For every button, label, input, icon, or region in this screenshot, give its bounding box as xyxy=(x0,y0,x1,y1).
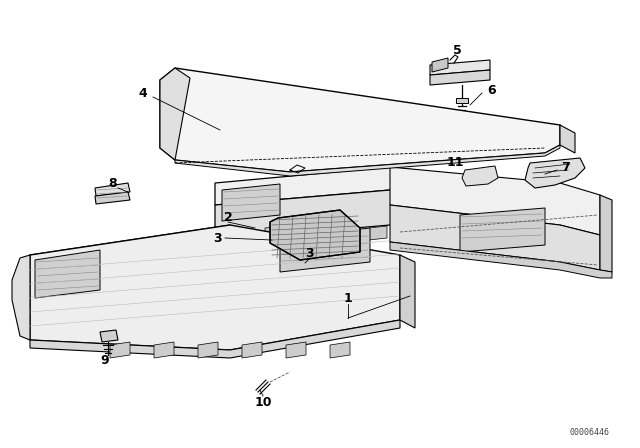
Polygon shape xyxy=(198,342,218,358)
Polygon shape xyxy=(600,195,612,272)
Polygon shape xyxy=(270,210,360,260)
Text: 1: 1 xyxy=(344,292,353,305)
Polygon shape xyxy=(242,342,262,358)
Text: 10: 10 xyxy=(254,396,272,409)
Polygon shape xyxy=(215,167,530,205)
Polygon shape xyxy=(530,183,548,242)
Polygon shape xyxy=(12,255,30,340)
Text: 6: 6 xyxy=(488,83,496,96)
Polygon shape xyxy=(460,208,545,252)
Polygon shape xyxy=(473,226,491,240)
Polygon shape xyxy=(462,166,498,186)
Polygon shape xyxy=(160,68,190,160)
Polygon shape xyxy=(560,125,575,153)
Polygon shape xyxy=(30,320,400,358)
Polygon shape xyxy=(175,145,560,176)
Polygon shape xyxy=(390,242,612,278)
Polygon shape xyxy=(369,226,387,240)
Polygon shape xyxy=(330,342,350,358)
Polygon shape xyxy=(280,228,370,272)
Polygon shape xyxy=(450,186,520,225)
Polygon shape xyxy=(95,183,130,196)
Polygon shape xyxy=(286,342,306,358)
Polygon shape xyxy=(154,342,174,358)
Text: 2: 2 xyxy=(223,211,232,224)
Text: 3: 3 xyxy=(306,246,314,259)
Polygon shape xyxy=(421,226,439,240)
Polygon shape xyxy=(390,205,600,270)
Polygon shape xyxy=(35,250,100,298)
Text: 8: 8 xyxy=(109,177,117,190)
Polygon shape xyxy=(160,68,560,172)
Polygon shape xyxy=(30,225,238,300)
Polygon shape xyxy=(390,167,600,235)
Polygon shape xyxy=(432,58,448,72)
Polygon shape xyxy=(215,190,530,240)
Text: 11: 11 xyxy=(446,155,464,168)
Text: 5: 5 xyxy=(452,43,461,56)
Polygon shape xyxy=(525,158,585,188)
Polygon shape xyxy=(317,226,335,240)
Polygon shape xyxy=(95,192,130,204)
Text: 7: 7 xyxy=(561,160,570,173)
Text: 9: 9 xyxy=(100,353,109,366)
Text: 00006446: 00006446 xyxy=(570,427,610,436)
Polygon shape xyxy=(265,226,283,240)
Polygon shape xyxy=(400,255,415,328)
Polygon shape xyxy=(100,330,118,342)
Polygon shape xyxy=(430,70,490,85)
Polygon shape xyxy=(456,98,468,103)
Polygon shape xyxy=(222,184,280,221)
Text: 4: 4 xyxy=(139,86,147,99)
Text: 3: 3 xyxy=(214,232,222,245)
Polygon shape xyxy=(30,225,400,350)
Polygon shape xyxy=(110,342,130,358)
Polygon shape xyxy=(430,60,490,75)
